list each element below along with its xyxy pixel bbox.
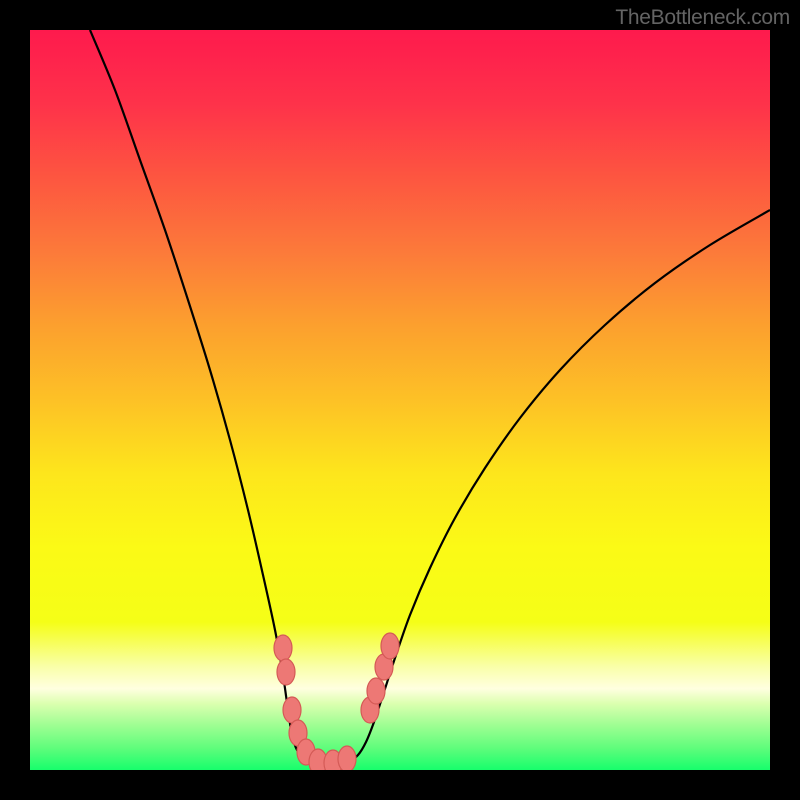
bottleneck-chart [30,30,770,770]
data-marker [283,697,301,723]
chart-plot-area [30,30,770,770]
data-marker [277,659,295,685]
data-marker [381,633,399,659]
data-marker [367,678,385,704]
gradient-background [30,30,770,770]
data-marker [338,746,356,770]
watermark-text: TheBottleneck.com [615,6,790,30]
data-marker [274,635,292,661]
